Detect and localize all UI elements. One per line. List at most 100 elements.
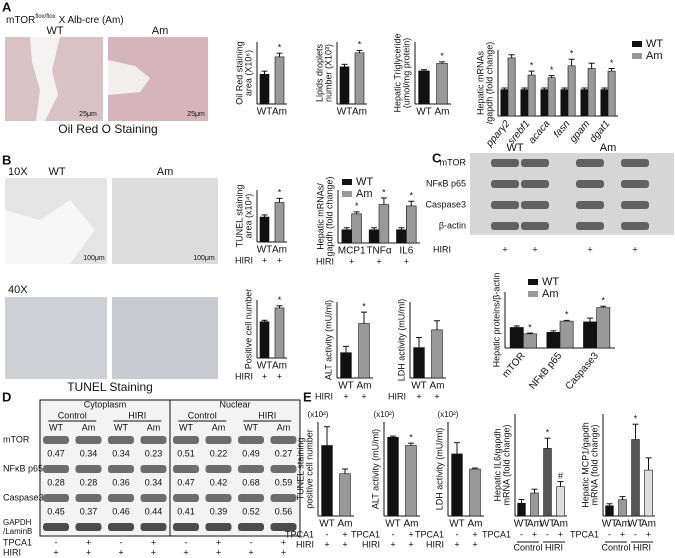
blot-band: [75, 465, 102, 473]
significance: *: [570, 49, 574, 59]
band-label: /LaminB: [3, 527, 32, 536]
panel-label: B: [2, 152, 11, 167]
fraction-label: Nuclear: [219, 399, 250, 409]
blot-band: [173, 494, 199, 502]
y-axis-label: positive cell number: [304, 429, 314, 509]
x-tick-label: WT: [449, 519, 465, 530]
condition-sign: +: [342, 529, 347, 539]
bar: [321, 445, 333, 517]
blot-band: [140, 523, 167, 531]
significance: *: [278, 295, 282, 305]
condition-sign: -: [326, 529, 329, 539]
condition-sign: +: [361, 391, 366, 401]
treatment-sign: +: [216, 537, 221, 547]
bar: [259, 216, 270, 243]
x-tick-label: WT: [257, 107, 273, 118]
x-tick-label: WT: [416, 107, 432, 118]
blot-band: [173, 465, 199, 473]
blot-band: [270, 494, 297, 502]
panel-label: D: [2, 389, 11, 404]
x-tick-label: WT: [337, 107, 353, 118]
blot-band: [238, 465, 264, 473]
blot-band: [576, 201, 604, 209]
condition-sign: +: [342, 539, 347, 549]
blot-band: [205, 436, 232, 444]
condition-sign: +: [472, 539, 477, 549]
bar: [339, 66, 350, 105]
scale-bar: 25μm: [187, 111, 205, 118]
group-label: WT: [506, 142, 523, 154]
blot-band: [270, 523, 297, 531]
condition-sign: +: [558, 529, 563, 539]
legend-swatch: [342, 179, 352, 185]
bar: [500, 89, 509, 117]
legend-swatch: [342, 191, 352, 197]
panel-label: A: [2, 0, 12, 14]
panel-label: E: [303, 389, 312, 404]
band-label: NFκB p65: [3, 463, 43, 473]
y-axis-label: Hepatic proteins/β-actin: [491, 273, 501, 368]
significance: #: [558, 471, 563, 481]
band-value: 0.47: [177, 477, 195, 487]
band-value: 0.51: [177, 448, 195, 458]
lane-label: Am: [82, 422, 96, 432]
group-label: Control: [601, 542, 630, 552]
x-tick-label: Am: [527, 519, 542, 530]
bar: [259, 73, 270, 105]
condition-sign: +: [646, 529, 651, 539]
blot-band: [108, 465, 134, 473]
x-tick-label: WT: [514, 519, 530, 530]
treatment-label: TPCA1: [3, 537, 32, 547]
group-label: HIRI: [128, 410, 146, 420]
micrograph: [112, 178, 218, 264]
bar: [406, 205, 417, 244]
blot-band: [576, 159, 604, 167]
x-tick-label: WT: [385, 519, 401, 530]
x-tick-label: IL6: [399, 246, 413, 257]
significance: *: [409, 191, 413, 201]
x-tick-label: MCP1: [338, 246, 366, 257]
bar: [351, 213, 362, 244]
blot-band: [491, 180, 519, 188]
x-tick-label: Am: [357, 381, 372, 392]
title-part: mTOR: [6, 15, 35, 26]
blot-band: [75, 436, 102, 444]
blot-band: [140, 465, 167, 473]
treatment-sign: +: [151, 547, 156, 557]
condition-sign: -: [456, 529, 459, 539]
blot-band: [75, 494, 102, 502]
bar: [274, 307, 285, 359]
treatment-sign: +: [151, 537, 156, 547]
condition-sign: +: [587, 244, 592, 254]
lane-label: Am: [277, 422, 291, 432]
x-tick-label: Am: [435, 107, 450, 118]
condition-sign: -: [546, 529, 549, 539]
legend-label: Am: [356, 188, 373, 200]
x-tick-label: WT: [338, 381, 354, 392]
y-axis-label: number (X10³): [323, 44, 333, 102]
blot-band: [491, 159, 519, 167]
significance: *: [278, 43, 282, 53]
condition-sign: +: [632, 244, 637, 254]
x-tick-label: Am: [404, 519, 419, 530]
band-value: 0.42: [210, 477, 228, 487]
band-value: 0.49: [242, 448, 260, 458]
x-tick-label: NFκB p65: [527, 350, 564, 391]
bar: [530, 492, 539, 517]
condition-sign: +: [472, 529, 477, 539]
band-value: 0.56: [275, 506, 293, 516]
treatment-sign: +: [118, 547, 123, 557]
condition-sign: +: [262, 255, 267, 265]
bar: [580, 89, 589, 117]
band-value: 0.22: [210, 448, 228, 458]
bar: [540, 89, 549, 117]
bar: [358, 323, 370, 379]
band-value: 0.47: [47, 448, 65, 458]
bar: [605, 505, 614, 517]
x-tick-label: Am: [272, 107, 287, 118]
blot-band: [140, 436, 167, 444]
blot-band: [576, 222, 604, 230]
group-label: Am: [600, 142, 617, 154]
lane-label: Am: [212, 422, 226, 432]
legend-swatch: [528, 279, 538, 285]
